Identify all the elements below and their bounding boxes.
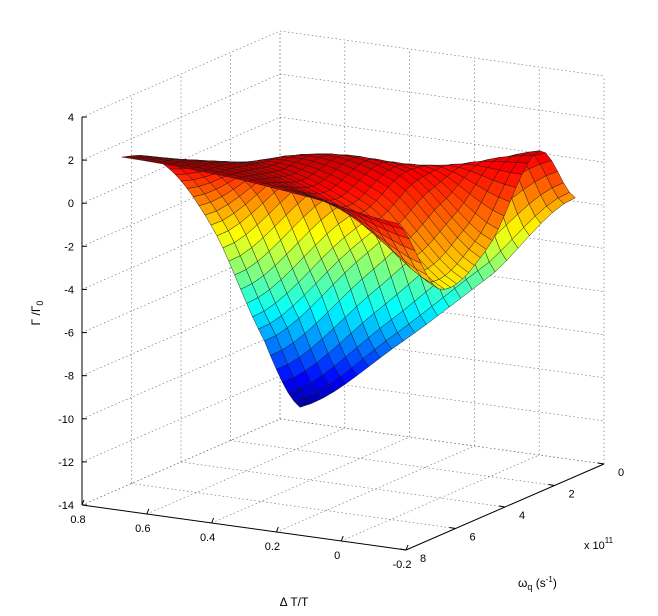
z-tick-label: 0 [68,198,74,210]
grid-line [279,246,605,292]
grid-line [180,461,506,508]
y-tick-mark [81,499,85,506]
grid-line [279,73,605,120]
x-tick-mark [399,548,407,551]
grid-line [131,483,456,529]
grid-line [279,203,605,249]
surface-patch [121,156,140,160]
x-tick-mark [597,462,605,465]
grid-line [279,30,605,77]
grid-line [279,116,605,163]
grid-line [279,418,605,465]
x-tick-mark [449,527,456,529]
z-tick-label: -6 [64,328,74,340]
x-tick-label: 8 [420,553,426,565]
y-tick-label: 0.4 [200,532,215,544]
grid-line [279,375,605,422]
y-tick-mark [275,526,279,533]
z-axis-label: Γ /Γ0 [29,301,45,326]
y-tick-label: 0.2 [265,541,280,553]
x-tick-mark [498,505,506,508]
z-tick-label: 4 [68,112,74,124]
z-tick-label: -4 [64,284,74,296]
grid-line [279,289,605,335]
x-tick-label: 4 [519,510,525,522]
grid-line [279,332,605,379]
y-tick-mark [340,535,344,542]
z-tick-label: -10 [58,414,74,426]
y-axis-label: Δ T/T [280,595,309,609]
z-tick-label: 2 [68,155,74,167]
z-tick-label: -8 [64,371,74,383]
grid-line [341,454,540,542]
x-tick-mark [548,484,555,486]
y-tick-label: -0.2 [393,559,412,571]
y-tick-label: 0 [334,550,340,562]
z-tick-label: -12 [58,457,74,469]
y-tick-label: 0.8 [70,514,85,526]
surface-plot [121,150,576,408]
grid-line [211,436,410,524]
grid-line [230,440,555,486]
x-tick-label: 2 [569,489,575,501]
y-tick-mark [146,508,150,515]
axes: 4 2 0 -2 -4 -6 -8 -10 -12 -14 0.8 0.6 0.4 0.2 0 -0.2 0 2 4… [58,112,624,571]
y-axis-line [81,504,407,551]
grid-line [81,30,281,118]
x-tick-label: 6 [470,532,476,544]
x-axis-label: ωq (s-1) [518,575,557,592]
y-tick-label: 0.6 [135,523,150,535]
y-tick-mark [211,517,215,524]
z-tick-label: -2 [64,241,74,253]
y-tick-mark [405,544,409,551]
x-tick-label: 0 [618,467,624,479]
z-tick-label: -14 [58,500,74,512]
x-axis-multiplier: x 1011 [584,536,614,552]
